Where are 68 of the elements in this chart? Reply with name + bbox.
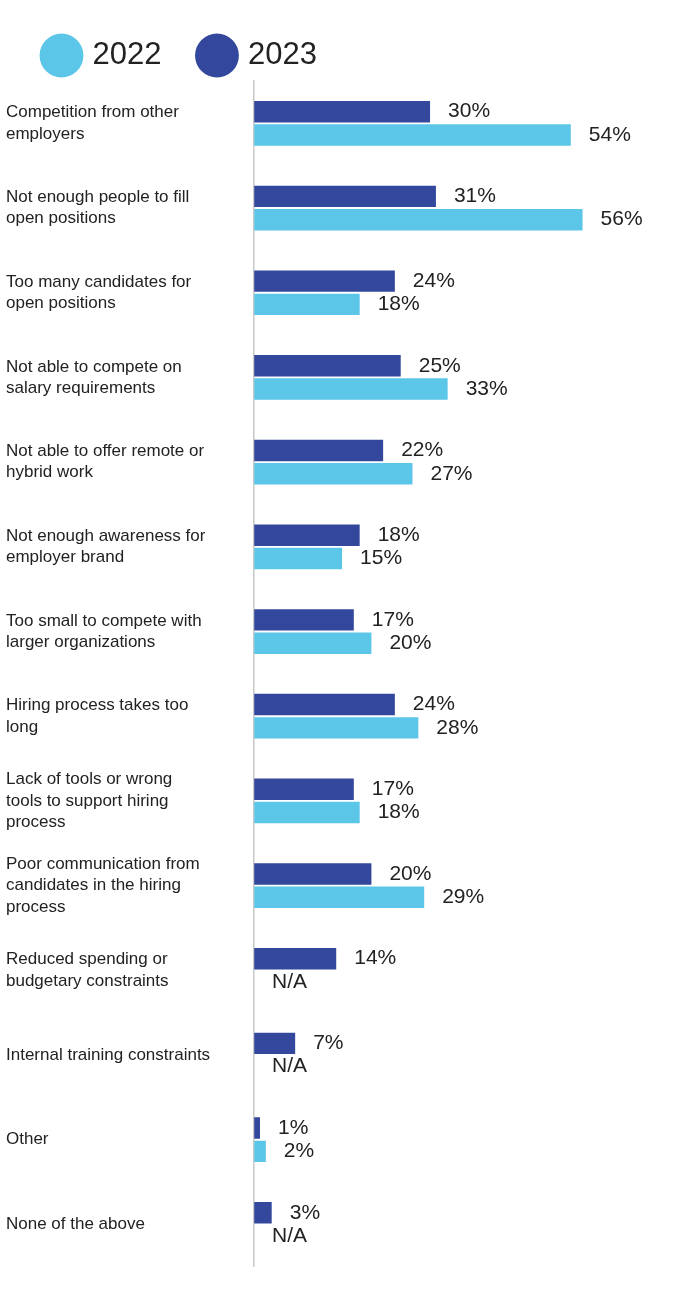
bar [254,886,425,908]
data-label: 1% [277,1114,309,1138]
data-label: 20% [389,860,432,884]
bar [254,947,337,970]
y-tick-label: Other [6,1129,49,1149]
data-label: 15% [360,545,403,569]
y-tick-label: Not able to offer remote or hybrid work [6,441,205,482]
y-tick-label: Internal training constraints [6,1044,211,1064]
bar [254,693,395,716]
data-label: 28% [436,714,479,738]
bar [254,1032,296,1055]
text: N/A [272,1222,308,1246]
data-label: 17% [371,776,414,800]
bar [254,609,354,631]
data-label: 17% [371,606,414,630]
data-label: 20% [389,629,432,653]
data-label: 54% [588,121,631,145]
bar [254,547,343,570]
data-label: 33% [465,375,508,399]
legend-label: 2023 [247,36,317,72]
bar [254,632,372,654]
bar [254,778,354,800]
data-label: 24% [412,267,455,291]
data-label: 18% [377,521,420,545]
y-tick-label: Hiring process takes too long [6,695,189,736]
bar [254,378,448,400]
bar [254,124,571,146]
y-tick-label: Not enough awareness for employer brand [6,525,206,567]
y-tick-label: None of the above [6,1214,145,1234]
data-label: 24% [412,691,455,715]
data-label: 22% [401,437,444,461]
bar [254,208,583,231]
bar [254,100,431,123]
bar [254,185,436,208]
legend-label: 2022 [92,36,162,72]
bar [254,355,401,377]
data-label: 27% [430,460,473,484]
data-label: 2% [283,1138,315,1162]
bar [254,439,384,462]
y-tick-label: Not enough people to fill open positions [6,187,190,228]
bar [254,1202,272,1224]
data-label: 29% [442,884,485,908]
data-label: 31% [453,183,496,207]
data-label: 30% [448,98,491,122]
data-label: 56% [600,206,643,230]
data-label: 25% [418,352,461,376]
data-label: 14% [354,945,397,969]
y-tick-label: Lack of tools or wrong tools to support hiring process [6,769,173,831]
text: N/A [272,968,308,992]
bar [254,524,360,546]
y-tick-label: Reduced spending or budgetary constraints [6,949,169,990]
bar [254,863,372,885]
bar [254,463,413,485]
data-label: 18% [377,291,420,315]
bar [254,1140,266,1163]
y-tick-label: Competition from other employers [6,102,180,143]
data-label: 18% [377,799,420,823]
bar [254,801,360,824]
bar [254,270,395,292]
bar [254,293,360,316]
bar [254,717,419,739]
y-tick-label: Not able to compete on salary requirements [6,356,182,397]
text: N/A [272,1053,308,1077]
y-tick-label: Poor communication from candidates in the hiring process [6,854,200,916]
data-label: 7% [313,1030,344,1054]
y-tick-label: Too small to compete with larger organizations [6,610,202,651]
data-label: 3% [289,1199,321,1223]
y-tick-label: Too many candidates for open positions [6,271,192,313]
